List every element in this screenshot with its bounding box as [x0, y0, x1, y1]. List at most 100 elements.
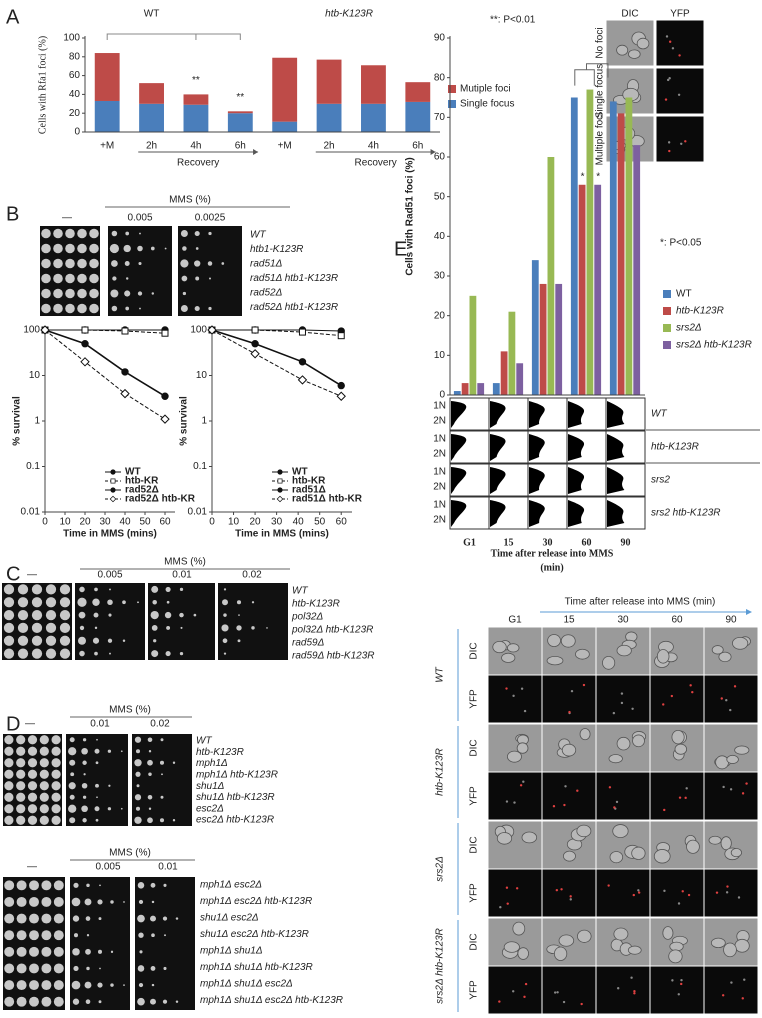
- dose: 0.02: [242, 570, 262, 581]
- y-tick-label: 0: [439, 390, 445, 401]
- spot: [4, 792, 14, 802]
- x-tick-label: 2h: [324, 141, 335, 152]
- spot: [39, 815, 49, 825]
- dose: 0.0025: [195, 213, 226, 224]
- histogram: [529, 467, 545, 494]
- spot: [53, 880, 64, 891]
- marker: [121, 368, 129, 376]
- legend-label: htb-KR: [292, 476, 326, 487]
- y-tick-label: 30: [434, 271, 446, 282]
- spot: [208, 277, 212, 280]
- spot: [41, 980, 52, 991]
- strain: mph1Δ shu1Δ esc2Δ htb-K123R: [200, 995, 343, 1006]
- spot: [16, 930, 27, 941]
- spot: [111, 230, 118, 237]
- bar: [508, 311, 516, 395]
- cell: [616, 736, 631, 751]
- focus: [631, 707, 634, 710]
- bracket: [574, 63, 609, 86]
- histogram: [568, 467, 585, 494]
- micrograph: [649, 674, 705, 724]
- spot: [77, 636, 87, 645]
- legend-swatch: [663, 307, 671, 315]
- spot: [4, 769, 14, 779]
- spot: [110, 289, 119, 298]
- row-label: Multiple foci: [595, 113, 606, 166]
- spot: [97, 899, 103, 905]
- micrograph: [703, 771, 759, 821]
- spot: [181, 275, 188, 282]
- x-axis-label: Time in MMS (mins): [235, 529, 329, 540]
- dose-header: MMS (%): [169, 195, 211, 206]
- cell: [686, 839, 700, 854]
- focus: [741, 792, 745, 795]
- focus: [668, 149, 671, 153]
- spot: [27, 746, 38, 756]
- focus: [737, 896, 741, 899]
- spot: [27, 735, 38, 745]
- channel: YFP: [469, 689, 480, 709]
- cell: [674, 743, 687, 755]
- spot: [150, 246, 155, 251]
- spot: [134, 816, 142, 824]
- spot: [16, 946, 27, 957]
- spot: [162, 916, 168, 921]
- spot: [110, 900, 114, 904]
- spot: [29, 963, 39, 974]
- cell: [501, 652, 516, 663]
- x-tick-label: 0: [209, 517, 215, 528]
- strain: mph1Δ htb-K123R: [196, 770, 278, 781]
- focus: [560, 888, 563, 891]
- channel: YFP: [469, 786, 480, 806]
- spot: [16, 746, 26, 756]
- spot: [77, 273, 87, 284]
- x-axis-label: Recovery: [177, 158, 219, 169]
- cell: [632, 734, 645, 748]
- cell: [653, 849, 671, 864]
- spot: [223, 588, 227, 591]
- spot: [139, 232, 141, 235]
- cell: [616, 44, 629, 56]
- cell: [602, 655, 616, 670]
- legend-marker: [277, 487, 283, 493]
- group-label: htb-K123R: [325, 9, 373, 20]
- spot: [153, 639, 157, 643]
- cell: [558, 934, 575, 947]
- micrograph: [655, 67, 705, 115]
- spot: [77, 243, 87, 254]
- cell: [734, 745, 750, 755]
- spot: [98, 917, 102, 921]
- spot: [4, 946, 15, 957]
- plate: [135, 877, 195, 1010]
- spot: [135, 771, 141, 777]
- strain: WT: [292, 586, 308, 597]
- cell: [726, 754, 739, 764]
- legend-marker: [277, 469, 283, 475]
- focus: [552, 805, 556, 808]
- spot: [86, 934, 90, 937]
- spot: [41, 243, 51, 254]
- spot: [85, 948, 91, 955]
- arrow-head: [253, 149, 259, 155]
- spot: [51, 769, 61, 779]
- focus: [684, 140, 687, 143]
- histogram: [451, 500, 467, 527]
- focus: [582, 683, 586, 687]
- legend-label: WT: [676, 289, 692, 300]
- focus: [680, 982, 683, 986]
- focus: [556, 991, 559, 994]
- spot: [208, 231, 212, 236]
- strain: shu1Δ: [196, 781, 225, 792]
- ploidy: 1N: [433, 434, 446, 445]
- spot: [16, 980, 27, 991]
- spot: [109, 243, 120, 254]
- bar-segment: [316, 59, 342, 104]
- focus: [633, 990, 636, 993]
- focus: [726, 885, 729, 888]
- spot: [41, 896, 52, 907]
- spot: [71, 897, 81, 907]
- cell: [517, 947, 529, 960]
- focus: [689, 684, 692, 687]
- bar-segment: [316, 103, 342, 132]
- bar: [586, 89, 594, 396]
